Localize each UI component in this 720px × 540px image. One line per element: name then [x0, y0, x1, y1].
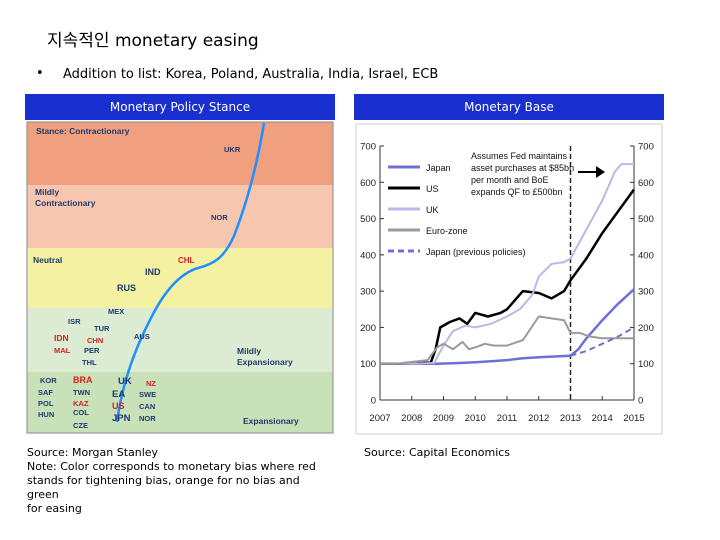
legend-label: US — [426, 184, 439, 194]
zone-label: Mildly — [237, 346, 261, 356]
y-tick-label: 400 — [638, 250, 654, 261]
zone-label: Mildly — [35, 187, 59, 197]
y-tick-label: 700 — [638, 142, 654, 153]
slide-title: 지속적인 monetary easing — [47, 31, 259, 51]
country-label: NOR — [139, 414, 156, 423]
series-line — [570, 326, 635, 357]
country-label: UKR — [224, 145, 241, 154]
stance-border — [26, 121, 334, 434]
country-label: NOR — [211, 213, 228, 222]
country-label: AUS — [134, 332, 150, 341]
country-label: KOR — [40, 376, 57, 385]
country-label: POL — [38, 399, 54, 408]
country-label: THL — [82, 358, 97, 367]
y-tick-label: 400 — [360, 250, 376, 261]
y-tick-label: 0 — [638, 396, 643, 407]
left-source-line: Note: Color corresponds to monetary bias… — [27, 460, 316, 473]
legend-label: Euro-zone — [426, 226, 468, 236]
country-label: UK — [118, 376, 132, 387]
legend-label: UK — [426, 205, 439, 215]
country-label: HUN — [38, 410, 54, 419]
country-label: MAL — [54, 346, 71, 355]
x-tick-label: 2010 — [465, 413, 486, 424]
annotation-text: Assumes Fed maintains — [471, 151, 568, 161]
country-label: TWN — [73, 388, 90, 397]
country-label: EA — [112, 389, 125, 400]
series-line — [380, 163, 634, 365]
stance-zone — [27, 308, 333, 372]
legend-label: Japan (previous policies) — [426, 247, 526, 257]
x-tick-label: 2012 — [528, 413, 549, 424]
stance-zone — [27, 372, 333, 433]
annotation-text: asset purchases at $85bn — [471, 163, 574, 173]
y-tick-label: 100 — [360, 359, 376, 370]
right-source-note: Source: Capital Economics — [364, 446, 511, 459]
annotation-text: expands QF to £500bn — [471, 187, 563, 197]
y-tick-label: 0 — [371, 396, 376, 407]
country-label: TUR — [94, 324, 110, 333]
series-line — [380, 288, 635, 365]
country-label: NZ — [146, 379, 156, 388]
y-tick-label: 200 — [638, 323, 654, 334]
stance-diagram: Stance: ContractionaryMildlyContractiona… — [26, 121, 334, 434]
country-label: BRA — [73, 375, 93, 385]
zone-label: Neutral — [33, 255, 62, 265]
x-tick-label: 2013 — [560, 413, 581, 424]
annotation-text: per month and BoE — [471, 175, 549, 185]
country-label: RUS — [117, 283, 136, 293]
plot-border — [355, 123, 663, 435]
bullet-marker: • — [36, 66, 44, 81]
stance-zone — [27, 185, 333, 248]
stance-zone — [27, 122, 333, 185]
y-tick-label: 100 — [638, 359, 654, 370]
stance-curve — [115, 122, 266, 423]
zone-label: Contractionary — [35, 198, 96, 208]
zone-label: Expansionary — [243, 416, 299, 426]
country-label: MEX — [108, 307, 124, 316]
country-label: CAN — [139, 402, 155, 411]
x-tick-label: 2009 — [433, 413, 454, 424]
country-label: COL — [73, 408, 89, 417]
y-tick-label: 300 — [360, 287, 376, 298]
x-tick-label: 2011 — [497, 413, 517, 424]
x-tick-label: 2007 — [369, 413, 390, 424]
bullet-text: Addition to list: Korea, Poland, Austral… — [63, 67, 439, 82]
country-label: US — [112, 401, 125, 411]
zone-label: Expansionary — [237, 357, 293, 367]
left-source-line: stands for tightening bias, orange for n… — [27, 474, 300, 501]
annotation-arrow-head — [596, 166, 605, 178]
country-label: CHL — [178, 256, 195, 265]
y-tick-label: 500 — [638, 214, 654, 225]
right-panel-header: Monetary Base — [354, 94, 664, 120]
x-tick-label: 2008 — [401, 413, 422, 424]
country-label: ISR — [68, 317, 81, 326]
country-label: SWE — [139, 390, 156, 399]
country-label: CHN — [87, 336, 103, 345]
legend-label: Japan — [426, 163, 451, 173]
y-tick-label: 600 — [360, 178, 376, 189]
country-label: CZE — [73, 421, 88, 430]
series-line — [380, 188, 636, 365]
country-label: IDN — [54, 333, 69, 343]
series-line — [380, 315, 634, 365]
y-tick-label: 200 — [360, 323, 376, 334]
y-tick-label: 700 — [360, 142, 376, 153]
left-source-line: for easing — [27, 502, 82, 515]
country-label: KAZ — [73, 399, 89, 408]
left-panel-header: Monetary Policy Stance — [25, 94, 335, 120]
country-label: IND — [145, 267, 161, 277]
left-source-note: Source: Morgan Stanley Note: Color corre… — [27, 446, 327, 516]
country-label: PER — [84, 346, 100, 355]
monetary-base-chart: 0 0 100 100 200 200 300 300 400 400 500 500 600 600 70… — [355, 123, 663, 435]
country-label: SAF — [38, 388, 53, 397]
x-tick-label: 2014 — [592, 413, 613, 424]
left-source-line: Source: Morgan Stanley — [27, 446, 159, 459]
country-label: JPN — [112, 413, 131, 424]
y-tick-label: 300 — [638, 287, 654, 298]
y-tick-label: 500 — [360, 214, 376, 225]
y-tick-label: 600 — [638, 178, 654, 189]
x-tick-label: 2015 — [623, 413, 644, 424]
zone-label: Stance: Contractionary — [36, 126, 130, 136]
